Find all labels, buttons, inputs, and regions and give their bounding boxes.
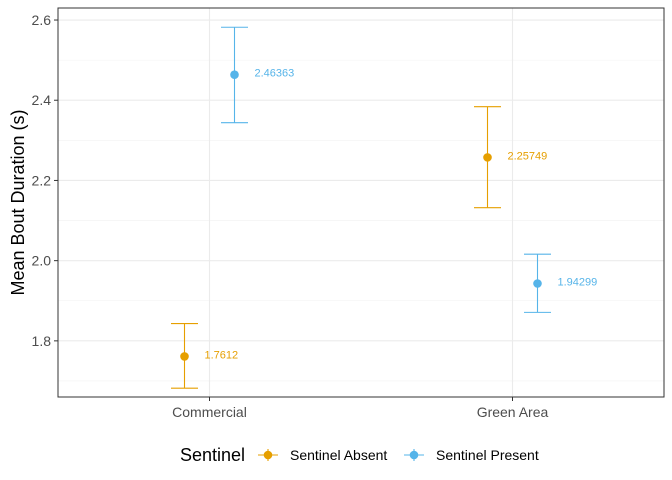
y-tick-label: 1.8	[32, 333, 52, 349]
legend: Sentinel Sentinel Absent Sentinel Present	[180, 445, 539, 465]
legend-key-point	[263, 450, 273, 460]
legend-label: Sentinel Absent	[290, 447, 387, 463]
x-axis: Commercial Green Area	[172, 397, 549, 420]
y-axis-title: Mean Bout Duration (s)	[8, 109, 28, 295]
y-axis: 1.8 2.0 2.2 2.4 2.6	[32, 12, 58, 349]
y-tick-label: 2.0	[32, 253, 52, 269]
data-label: 2.46363	[255, 68, 295, 80]
chart-marks: 1.7612 2.25749 2.46363 1.94299	[171, 26, 598, 389]
y-tick-label: 2.2	[32, 172, 52, 188]
x-tick-label: Commercial	[172, 404, 247, 420]
legend-title: Sentinel	[180, 445, 245, 465]
data-point	[533, 279, 542, 288]
x-tick-label: Green Area	[477, 404, 549, 420]
y-tick-label: 2.4	[32, 92, 52, 108]
data-point	[483, 153, 492, 162]
legend-key-point	[409, 450, 419, 460]
data-label: 1.94299	[558, 277, 598, 289]
plot-panel-border	[57, 7, 665, 398]
data-label: 1.7612	[205, 349, 239, 361]
legend-label: Sentinel Present	[436, 447, 539, 463]
data-label: 2.25749	[508, 150, 548, 162]
y-tick-label: 2.6	[32, 12, 52, 28]
grid-lines	[58, 8, 664, 397]
data-point	[230, 70, 239, 80]
data-point	[180, 352, 189, 361]
